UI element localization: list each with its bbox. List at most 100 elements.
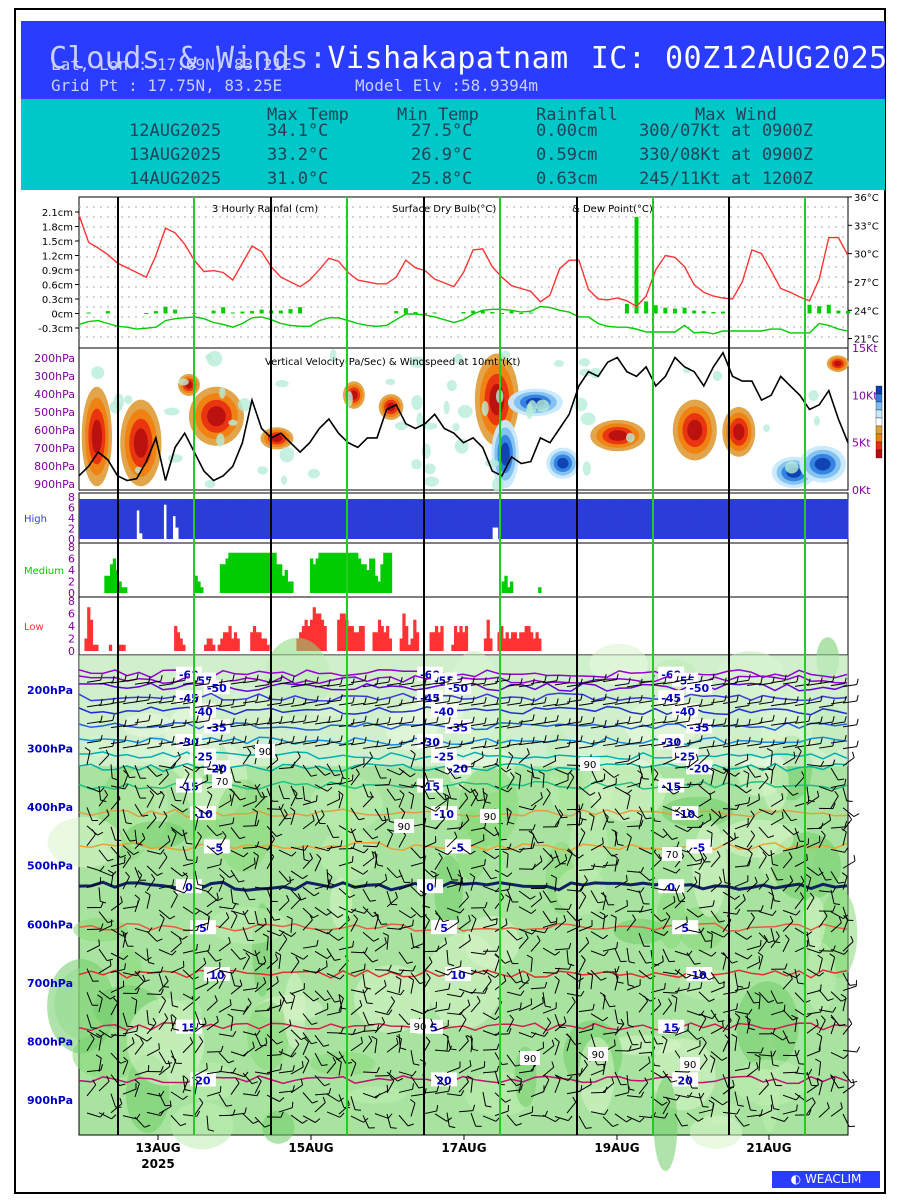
wind-barb-feather (477, 799, 484, 802)
low-cloud-bar (516, 638, 520, 651)
wind-barb (386, 704, 401, 708)
wind-barb (638, 890, 644, 904)
low-cloud-bar (337, 619, 341, 651)
weak-motion-cell (808, 390, 819, 402)
wind-barb (686, 1029, 698, 1040)
wind-barb-feather (620, 1018, 625, 1025)
wind-barb-feather (286, 915, 293, 920)
wind-barb (626, 700, 641, 704)
wind-barb-feather (681, 1124, 688, 1127)
wind-barb-feather (604, 735, 607, 742)
wind-barb (542, 971, 558, 974)
wind-barb-feather (359, 999, 363, 1006)
high-cloud-bar (570, 499, 575, 539)
wind-barb (266, 759, 279, 770)
wind-barb-feather (328, 678, 331, 686)
wind-barb-feather (736, 1108, 741, 1115)
colorbar-swatch (875, 417, 883, 427)
high-cloud-bar (281, 499, 285, 539)
wind-barb (626, 970, 629, 985)
wind-barb (518, 847, 533, 850)
wind-barb (542, 720, 557, 724)
wind-barb-feather (326, 911, 332, 916)
wind-barb-feather (280, 803, 284, 810)
wind-barb (86, 1030, 100, 1039)
high-cloud-bar (691, 499, 695, 539)
wind-barb (290, 756, 301, 768)
wind-barb-feather (508, 696, 511, 703)
wind-barb-feather (748, 796, 751, 803)
wind-barb (734, 1011, 749, 1015)
low-cloud-bar (538, 638, 542, 651)
wind-barb (698, 905, 713, 909)
wind-barb (518, 1079, 522, 1094)
wind-barb-feather (568, 676, 571, 683)
wind-barb (794, 683, 809, 687)
wind-barb-feather (688, 673, 691, 680)
wind-barb (242, 863, 256, 871)
wind-barb-feather (700, 1092, 705, 1099)
wind-barb-feather (232, 910, 238, 917)
wind-barb (542, 1066, 555, 1077)
wind-barb-feather (172, 719, 175, 726)
wind-barb (230, 948, 241, 960)
wind-barb (734, 1115, 745, 1127)
wind-barb (242, 784, 257, 790)
wind-barb (350, 969, 365, 974)
wind-barb-feather (219, 874, 225, 880)
wind-barb (410, 1050, 414, 1064)
wind-barb-feather (289, 1019, 292, 1026)
wind-barb (530, 797, 543, 807)
wind-barb-feather (748, 981, 751, 988)
wind-barb-feather (464, 792, 469, 799)
high-cloud-bar (573, 499, 578, 539)
rain-bar (826, 304, 831, 314)
colorbar-swatch (875, 425, 883, 435)
wind-barb (842, 746, 857, 750)
wind-barb (302, 858, 313, 870)
medium-cloud-bar (118, 581, 122, 593)
low-cloud-bar (527, 626, 531, 651)
high-cloud-bar (603, 499, 608, 539)
wind-barb-feather (253, 851, 259, 857)
wind-barb-feather (316, 715, 319, 722)
isotherm-label-bg (189, 748, 216, 763)
wind-barb (590, 725, 605, 729)
wind-barb-feather (364, 697, 367, 704)
wind-barb-feather (131, 996, 138, 1001)
wind-barb (146, 850, 161, 855)
wind-barb (290, 988, 305, 995)
wind-barb-feather (642, 778, 649, 780)
wind-barb (386, 1043, 399, 1053)
wind-barb (146, 1022, 157, 1035)
wind-barb-feather (784, 717, 787, 724)
wind-barb (278, 767, 294, 770)
high-cloud-bar (609, 499, 614, 539)
wind-barb (134, 720, 149, 724)
wind-barb-feather (156, 938, 163, 942)
wind-barb (566, 1101, 577, 1114)
wind-barb (590, 816, 595, 831)
wind-barb (746, 722, 761, 726)
cloud-tick-label: 4 (68, 512, 75, 525)
wind-barb (170, 1059, 177, 1074)
high-cloud-bar (187, 499, 192, 539)
high-cloud-bar (262, 499, 267, 539)
low-cloud-bar (356, 632, 360, 651)
wind-barb (578, 975, 582, 990)
col-header-min-temp: Min Temp (397, 105, 479, 125)
high-cloud-bar (329, 499, 333, 539)
wind-barb-feather (820, 716, 823, 723)
wind-barb-feather (734, 895, 741, 900)
wind-barb (206, 864, 221, 869)
wind-barb-feather (645, 961, 652, 964)
high-cloud-bar (489, 499, 493, 539)
wind-barb (710, 700, 725, 704)
wind-barb (278, 1107, 293, 1113)
wind-barb-feather (545, 1005, 552, 1008)
wind-barb-feather (768, 891, 774, 896)
wind-barb-feather (491, 918, 498, 921)
wind-barb (638, 806, 647, 819)
wind-barb-feather (220, 1065, 223, 1072)
wind-barb (98, 948, 108, 961)
